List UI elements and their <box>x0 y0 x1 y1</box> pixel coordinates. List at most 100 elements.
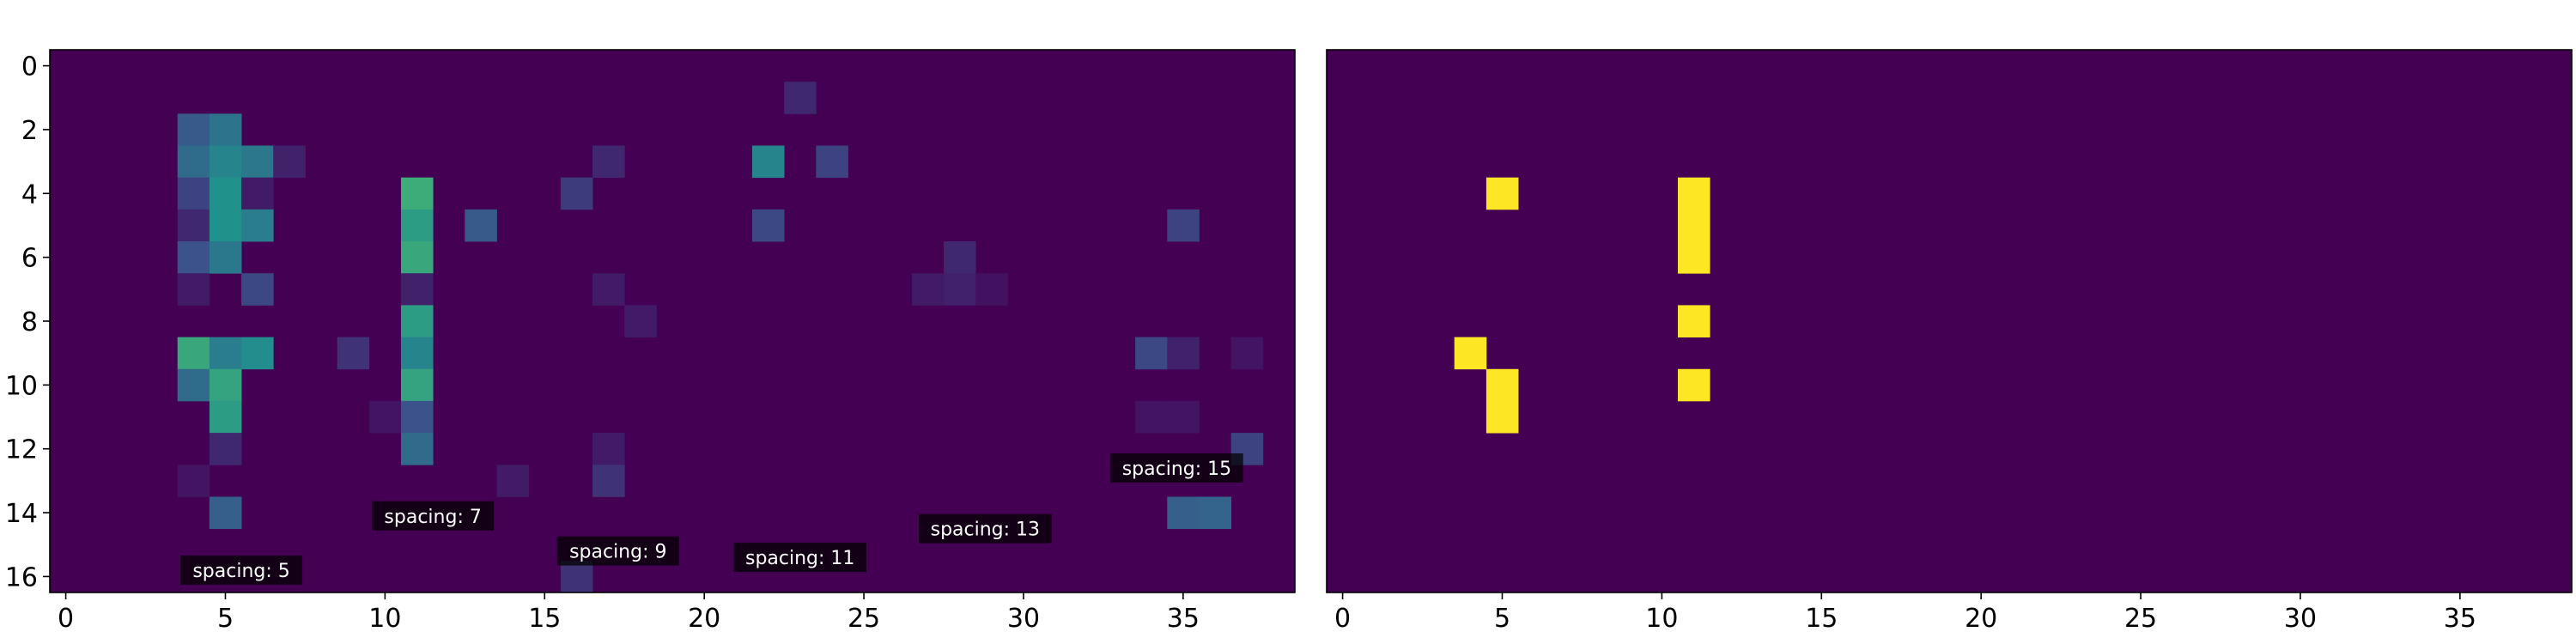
annotation-label: spacing: 9 <box>569 542 666 563</box>
heatmap-cell <box>1677 305 1710 337</box>
heatmap-cell <box>400 368 434 402</box>
heatmap-cell <box>1677 241 1710 274</box>
heatmap-cell <box>337 337 370 370</box>
annotation-box <box>556 536 679 566</box>
heatmap-cell <box>209 113 242 146</box>
heatmap-cell <box>400 433 434 465</box>
x-tick-label: 5 <box>217 604 234 634</box>
heatmap-cell <box>209 400 242 434</box>
x-tick-label: 10 <box>368 604 401 634</box>
spacing-annotation: spacing: 15 <box>1110 453 1243 483</box>
heatmap-cell <box>177 465 210 497</box>
heatmap-cell <box>944 241 976 274</box>
heatmap-cell <box>1230 337 1264 370</box>
heatmap-cell <box>273 145 306 179</box>
annotation-box <box>733 543 867 573</box>
heatmap-cell <box>1135 400 1168 434</box>
y-tick-label: 10 <box>5 371 38 401</box>
heatmap-cell <box>209 177 242 210</box>
heatmap-cell <box>177 145 210 179</box>
heatmap-cell <box>241 145 274 179</box>
y-tick-label: 6 <box>21 244 38 274</box>
x-tick-label: 0 <box>58 604 74 634</box>
heatmap-cell <box>496 465 530 497</box>
spacing-annotation: spacing: 9 <box>556 536 679 566</box>
heatmap-cell <box>177 177 210 210</box>
heatmap-cell <box>1677 368 1710 402</box>
heatmap-cell <box>177 209 210 242</box>
heatmap-cell <box>1485 177 1519 210</box>
heatmap-cell <box>592 273 625 306</box>
heatmap-cell <box>400 337 434 370</box>
heatmap-cell <box>944 273 976 306</box>
spacing-annotation: spacing: 11 <box>733 543 867 573</box>
heatmap-cell <box>1677 177 1710 210</box>
x-tick-label: 20 <box>1965 604 1997 634</box>
heatmap-cell <box>592 433 625 465</box>
annotation-label: spacing: 11 <box>745 548 854 569</box>
heatmap-cell <box>1167 209 1200 242</box>
heatmap-cell <box>177 241 210 274</box>
heatmap-cell <box>241 337 274 370</box>
heatmap-cell <box>1677 209 1710 242</box>
heatmap-cell <box>1167 400 1200 434</box>
heatmap-cell <box>592 465 625 497</box>
y-tick-label: 8 <box>21 307 38 337</box>
x-tick-label: 25 <box>848 604 880 634</box>
annotation-label: spacing: 5 <box>192 561 289 582</box>
heatmap-cell <box>400 400 434 434</box>
x-tick-label: 30 <box>2284 604 2317 634</box>
annotation-label: spacing: 15 <box>1122 459 1231 480</box>
heatmap-cell <box>911 273 945 306</box>
heatmap-cell <box>751 209 785 242</box>
x-tick-label: 0 <box>1334 604 1351 634</box>
heatmap-cell <box>241 273 274 306</box>
x-tick-label: 35 <box>2444 604 2476 634</box>
x-tick-label: 10 <box>1645 604 1678 634</box>
heatmap-cell <box>241 209 274 242</box>
heatmap-background <box>1327 50 2572 592</box>
spacing-annotation: spacing: 13 <box>919 513 1052 544</box>
heatmap-cell <box>177 368 210 402</box>
heatmap-cell <box>209 433 242 465</box>
heatmap-left-panel: 0 5 10 15 20 25 30 35 0 2 4 6 8 10 12 14 16 spacing: 5 spa… <box>5 49 1296 634</box>
heatmap-cell <box>400 273 434 306</box>
heatmap-cell <box>1485 368 1519 402</box>
heatmap-cell <box>560 177 593 210</box>
heatmap-cell <box>400 209 434 242</box>
heatmap-cell <box>400 177 434 210</box>
y-tick-label: 4 <box>21 179 38 210</box>
heatmap-cell <box>975 273 1008 306</box>
axes-frame <box>1326 49 2573 593</box>
heatmap-cell <box>465 209 497 242</box>
x-tick-label: 20 <box>688 604 720 634</box>
annotation-box <box>919 513 1052 544</box>
annotation-box <box>180 555 303 585</box>
heatmap-cell <box>209 145 242 179</box>
heatmap-cell <box>209 496 242 530</box>
heatmap-right-panel: 0 5 10 15 20 25 30 35 <box>1326 49 2573 634</box>
heatmap-cell <box>209 241 242 274</box>
x-tick-label: 30 <box>1007 604 1040 634</box>
y-tick-label: 16 <box>5 562 38 592</box>
heatmap-cell <box>751 145 785 179</box>
heatmap-cell <box>400 305 434 337</box>
x-tick-label: 5 <box>1494 604 1510 634</box>
heatmap-cell <box>1167 496 1200 530</box>
annotation-label: spacing: 7 <box>384 507 481 528</box>
x-tick-label: 25 <box>2124 604 2157 634</box>
annotation-label: spacing: 13 <box>931 519 1040 541</box>
heatmap-cell <box>241 177 274 210</box>
heatmap-cell <box>1485 400 1519 434</box>
y-tick-label: 2 <box>21 116 38 146</box>
heatmap-cell <box>209 209 242 242</box>
heatmap-cell <box>1199 496 1232 530</box>
heatmap-cell <box>816 145 848 179</box>
heatmap-cell <box>400 241 434 274</box>
heatmap-cell <box>1454 337 1487 370</box>
heatmap-cell <box>560 560 593 593</box>
y-tick-label: 14 <box>5 499 38 529</box>
heatmap-cell <box>1167 337 1200 370</box>
annotation-box <box>372 501 495 531</box>
spacing-annotation: spacing: 7 <box>372 501 495 531</box>
